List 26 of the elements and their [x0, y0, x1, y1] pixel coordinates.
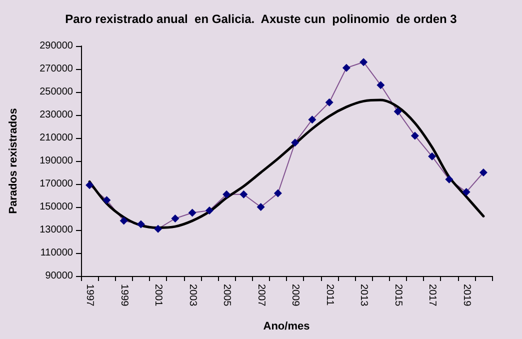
- x-tick-label: 1997: [84, 284, 96, 307]
- y-tick-label: 290000: [40, 40, 74, 52]
- x-tick-label: 2019: [460, 284, 472, 307]
- x-tick-label: 2015: [392, 284, 404, 307]
- x-tick-label: 2013: [358, 284, 370, 307]
- y-tick-label: 210000: [40, 132, 74, 144]
- y-tick-label: 250000: [40, 86, 74, 98]
- y-tick-label: 110000: [40, 248, 74, 258]
- y-tick-label: 190000: [40, 156, 74, 166]
- y-tick-label: 90000: [45, 270, 74, 282]
- chart-title: Paro rexistrado anual en Galicia. Axuste cun polinomio de orden 3: [65, 12, 458, 26]
- y-tick-label: 150000: [40, 202, 74, 212]
- y-tick-label: 270000: [40, 64, 74, 74]
- y-tick-label: 130000: [40, 224, 74, 236]
- y-axis-title: Parados rexistrados: [8, 108, 20, 214]
- x-axis-title: Ano/mes: [263, 320, 310, 332]
- x-tick-label: 2011: [324, 284, 335, 306]
- y-tick-label: 230000: [40, 110, 74, 120]
- x-tick-label: 1999: [118, 284, 130, 307]
- x-tick-label: 2001: [152, 284, 164, 307]
- y-tick-label: 170000: [40, 178, 74, 190]
- x-tick-label: 2009: [290, 284, 301, 307]
- x-tick-label: 2005: [221, 284, 232, 307]
- x-tick-label: 2017: [426, 284, 438, 307]
- x-tick-label: 2003: [186, 284, 198, 307]
- x-tick-label: 2007: [255, 284, 266, 307]
